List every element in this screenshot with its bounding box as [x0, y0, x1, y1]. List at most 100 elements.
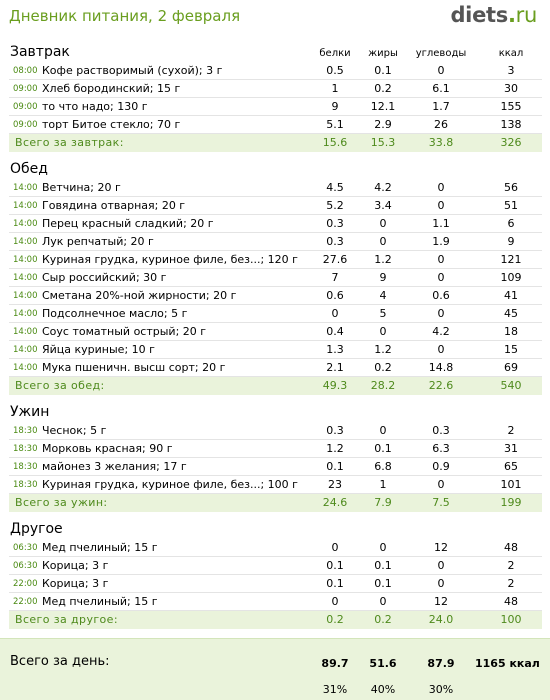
- food-fat: 0.1: [374, 64, 392, 77]
- food-name[interactable]: Подсолнечное масло; 5 г: [42, 307, 188, 320]
- food-row[interactable]: 09:00 Хлеб бородинский; 15 г 1 0.2 6.1 30: [9, 80, 542, 98]
- food-kcal: 109: [500, 271, 522, 284]
- food-fat: 0.2: [374, 361, 392, 374]
- food-carbs: 12: [434, 541, 448, 554]
- day-total-kcal: 1165 ккал: [475, 657, 540, 670]
- food-protein: 0: [331, 307, 339, 320]
- section-total-carbs: 22.6: [428, 379, 454, 392]
- meal-time: 09:00: [13, 102, 38, 112]
- food-name[interactable]: Сметана 20%-ной жирности; 20 г: [42, 289, 237, 302]
- food-carbs: 0: [437, 577, 445, 590]
- food-row[interactable]: 14:00 Ветчина; 20 г 4.5 4.2 0 56: [9, 179, 542, 197]
- food-carbs: 0: [437, 343, 445, 356]
- meal-time: 09:00: [13, 84, 38, 94]
- food-name[interactable]: Корица; 3 г: [42, 559, 109, 572]
- food-row[interactable]: 18:30 Куриная грудка, куриное филе, без..…: [9, 476, 542, 494]
- header: Дневник питания, 2 февраля diets.ru: [0, 0, 550, 38]
- section-header: Ужин: [9, 402, 542, 422]
- food-name[interactable]: Кофе растворимый (сухой); 3 г: [42, 64, 223, 77]
- column-header-kcal: ккал: [498, 48, 524, 59]
- food-row[interactable]: 18:30 Морковь красная; 90 г 1.2 0.1 6.3 31: [9, 440, 542, 458]
- food-name[interactable]: Мед пчелиный; 15 г: [42, 541, 158, 554]
- section-total-fat: 7.9: [374, 496, 392, 509]
- food-kcal: 18: [504, 325, 518, 338]
- food-name[interactable]: Хлеб бородинский; 15 г: [42, 82, 181, 95]
- food-row[interactable]: 22:00 Корица; 3 г 0.1 0.1 0 2: [9, 575, 542, 593]
- section-total-carbs: 7.5: [432, 496, 450, 509]
- food-fat: 2.9: [374, 118, 392, 131]
- day-carbs-percent: 30%: [428, 683, 454, 696]
- food-protein: 5.2: [326, 199, 344, 212]
- food-carbs: 12: [434, 595, 448, 608]
- food-row[interactable]: 08:00 Кофе растворимый (сухой); 3 г 0.5 0.1…: [9, 62, 542, 80]
- food-row[interactable]: 14:00 Соус томатный острый; 20 г 0.4 0 4.2 18: [9, 323, 542, 341]
- food-name[interactable]: Мука пшеничн. высш сорт; 20 г: [42, 361, 226, 374]
- food-name[interactable]: Куриная грудка, куриное филе, без...; 12…: [42, 253, 298, 266]
- meal-time: 14:00: [13, 273, 38, 283]
- section-total-protein: 0.2: [326, 613, 344, 626]
- food-fat: 1.2: [374, 343, 392, 356]
- site-logo[interactable]: diets.ru: [450, 3, 537, 27]
- food-row[interactable]: 14:00 Подсолнечное масло; 5 г 0 5 0 45: [9, 305, 542, 323]
- food-name[interactable]: Перец красный сладкий; 20 г: [42, 217, 214, 230]
- food-name[interactable]: Мед пчелиный; 15 г: [42, 595, 158, 608]
- food-carbs: 1.7: [432, 100, 450, 113]
- section-total-protein: 49.3: [322, 379, 348, 392]
- food-name[interactable]: Лук репчатый; 20 г: [42, 235, 154, 248]
- meal-time: 14:00: [13, 345, 38, 355]
- food-row[interactable]: 14:00 Мука пшеничн. высш сорт; 20 г 2.1 0.2…: [9, 359, 542, 377]
- food-row[interactable]: 14:00 Перец красный сладкий; 20 г 0.3 0 1.1 6: [9, 215, 542, 233]
- section-total-label: Всего за завтрак:: [15, 136, 124, 149]
- food-carbs: 4.2: [432, 325, 450, 338]
- food-name[interactable]: Куриная грудка, куриное филе, без...; 10…: [42, 478, 298, 491]
- food-name[interactable]: Сыр российский; 30 г: [42, 271, 167, 284]
- food-row[interactable]: 18:30 майонез 3 желания; 17 г 0.1 6.8 0.9 65: [9, 458, 542, 476]
- food-carbs: 1.9: [432, 235, 450, 248]
- food-diary: Завтрак белки жиры углеводы ккал 08:00 Кофе ра…: [9, 42, 542, 636]
- food-row[interactable]: 14:00 Говядина отварная; 20 г 5.2 3.4 0 51: [9, 197, 542, 215]
- food-row[interactable]: 09:00 торт Битое стекло; 70 г 5.1 2.9 26 138: [9, 116, 542, 134]
- food-row[interactable]: 14:00 Сыр российский; 30 г 7 9 0 109: [9, 269, 542, 287]
- food-protein: 0.1: [326, 460, 344, 473]
- food-name[interactable]: Ветчина; 20 г: [42, 181, 121, 194]
- food-name[interactable]: Соус томатный острый; 20 г: [42, 325, 207, 338]
- food-row[interactable]: 14:00 Яйца куриные; 10 г 1.3 1.2 0 15: [9, 341, 542, 359]
- food-name[interactable]: то что надо; 130 г: [42, 100, 148, 113]
- meal-time: 06:30: [13, 561, 38, 571]
- food-name[interactable]: Яйца куриные; 10 г: [42, 343, 155, 356]
- food-row[interactable]: 22:00 Мед пчелиный; 15 г 0 0 12 48: [9, 593, 542, 611]
- food-row[interactable]: 14:00 Куриная грудка, куриное филе, без..…: [9, 251, 542, 269]
- food-row[interactable]: 18:30 Чеснок; 5 г 0.3 0 0.3 2: [9, 422, 542, 440]
- food-row[interactable]: 06:30 Мед пчелиный; 15 г 0 0 12 48: [9, 539, 542, 557]
- food-carbs: 6.3: [432, 442, 450, 455]
- section-total-carbs: 33.8: [428, 136, 454, 149]
- logo-main: diets: [450, 3, 508, 27]
- food-row[interactable]: 14:00 Лук репчатый; 20 г 0.3 0 1.9 9: [9, 233, 542, 251]
- food-fat: 5: [379, 307, 387, 320]
- food-kcal: 6: [507, 217, 515, 230]
- food-carbs: 0: [437, 181, 445, 194]
- food-kcal: 3: [507, 64, 515, 77]
- food-name[interactable]: Корица; 3 г: [42, 577, 109, 590]
- section-total-protein: 15.6: [322, 136, 348, 149]
- food-row[interactable]: 06:30 Корица; 3 г 0.1 0.1 0 2: [9, 557, 542, 575]
- section-total-kcal: 540: [500, 379, 522, 392]
- food-row[interactable]: 14:00 Сметана 20%-ной жирности; 20 г 0.6 4 0…: [9, 287, 542, 305]
- food-fat: 0: [379, 325, 387, 338]
- food-fat: 1.2: [374, 253, 392, 266]
- food-row[interactable]: 09:00 то что надо; 130 г 9 12.1 1.7 155: [9, 98, 542, 116]
- food-fat: 0.1: [374, 442, 392, 455]
- food-name[interactable]: торт Битое стекло; 70 г: [42, 118, 181, 131]
- meal-time: 18:30: [13, 426, 38, 436]
- meal-time: 14:00: [13, 327, 38, 337]
- section-total-kcal: 100: [500, 613, 522, 626]
- food-protein: 0: [331, 541, 339, 554]
- food-name[interactable]: Чеснок; 5 г: [42, 424, 107, 437]
- food-protein: 4.5: [326, 181, 344, 194]
- food-name[interactable]: Морковь красная; 90 г: [42, 442, 173, 455]
- meal-time: 14:00: [13, 291, 38, 301]
- food-name[interactable]: майонез 3 желания; 17 г: [42, 460, 187, 473]
- food-carbs: 0: [437, 478, 445, 491]
- food-name[interactable]: Говядина отварная; 20 г: [42, 199, 186, 212]
- food-carbs: 0.9: [432, 460, 450, 473]
